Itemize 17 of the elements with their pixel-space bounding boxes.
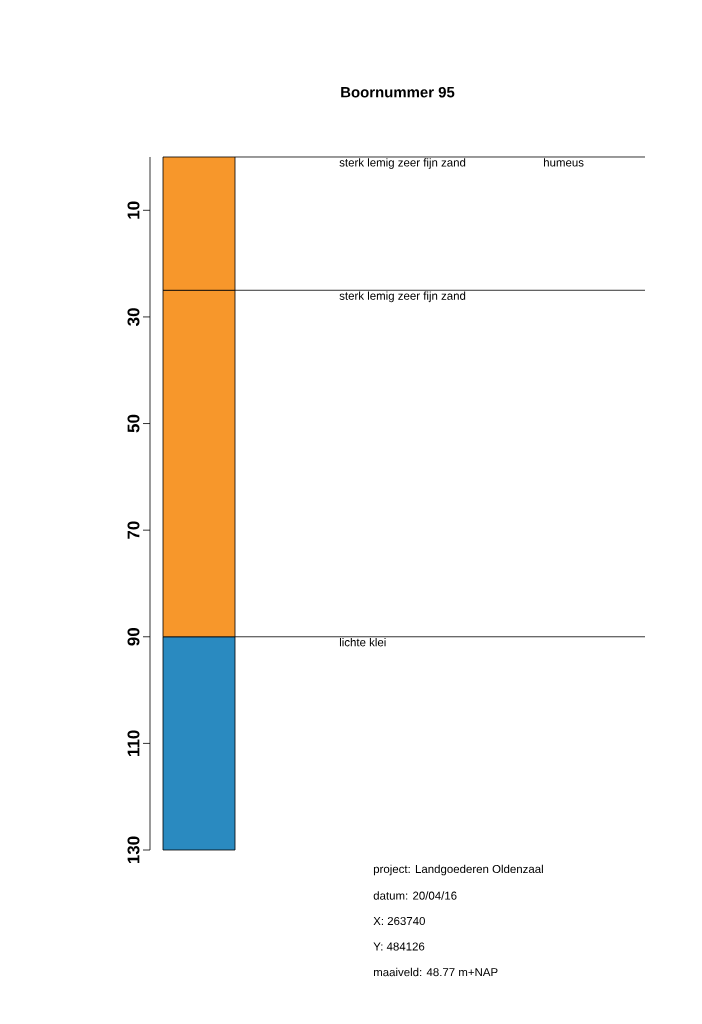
ref-line-label: sterk lemig zeer fijn zand [339, 291, 466, 303]
ref-line-label: lichte klei [339, 637, 386, 647]
y-tick-label: 70 [127, 521, 140, 539]
y-tick-label: 130 [127, 836, 140, 864]
text: datum: 20/04/16 [373, 891, 457, 900]
text: Boornummer 95 [341, 86, 455, 98]
y-tick-label: 90 [127, 628, 140, 646]
text: project: Landgoederen Oldenzaal [373, 864, 543, 876]
y-tick-label: 110 [127, 730, 140, 756]
text: humeus [544, 158, 584, 167]
y-tick-label: 50 [127, 414, 140, 433]
text: maaiveld: 48.77 m+NAP [373, 967, 498, 977]
y-tick-label: 30 [127, 308, 140, 326]
y-tick-label: 10 [127, 201, 140, 219]
ref-line-label: sterk lemig zeer fijn zand [339, 158, 466, 169]
text: X: 263740 [373, 916, 425, 926]
text: Y: 484126 [373, 942, 425, 951]
